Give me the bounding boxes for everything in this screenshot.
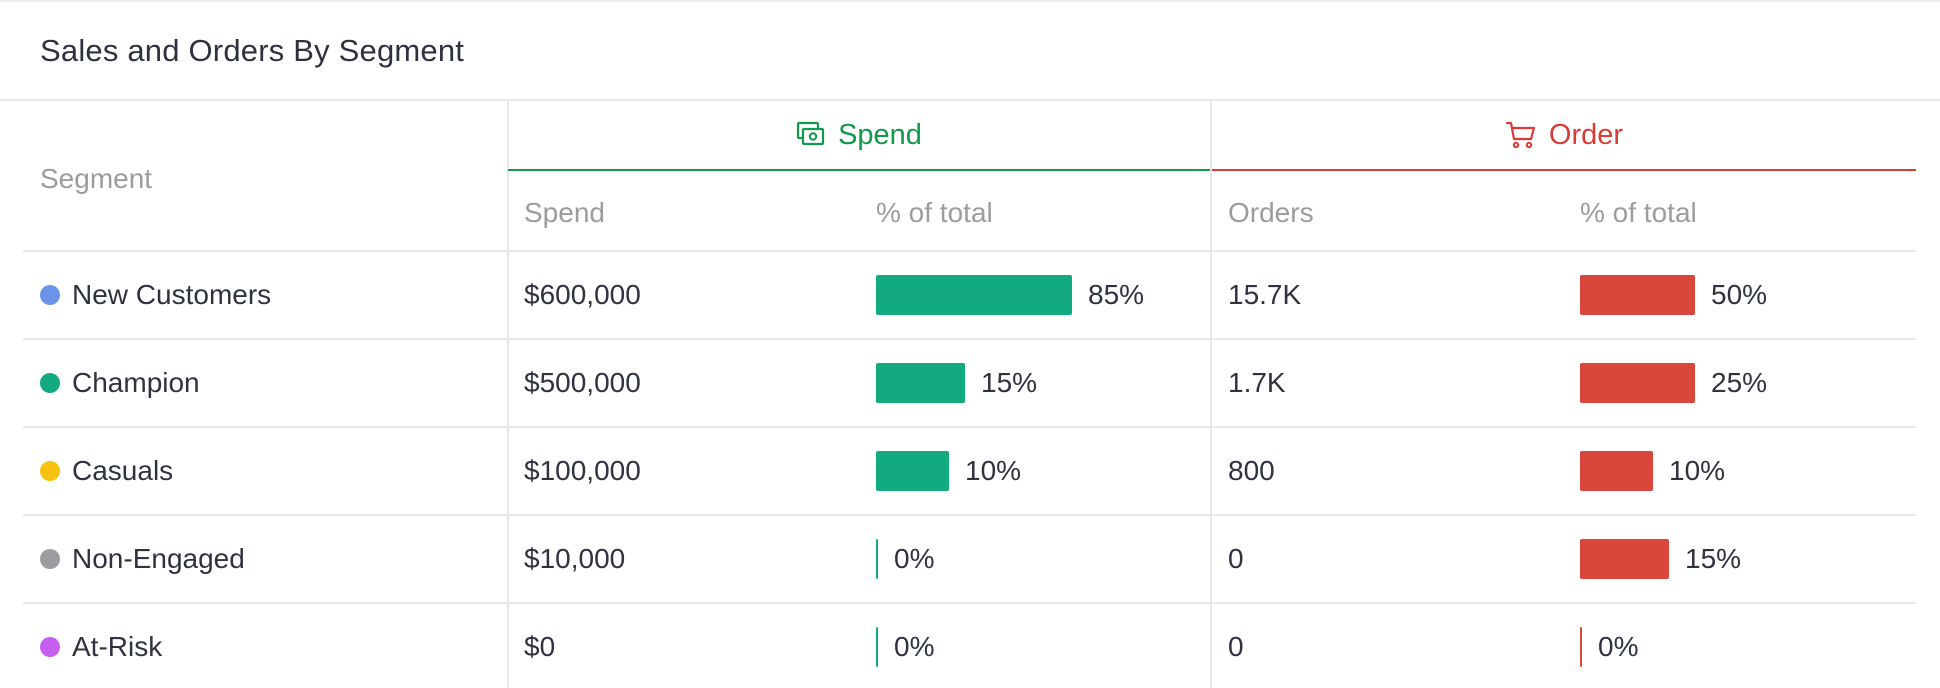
spend-pct-bar: [876, 539, 878, 579]
spend-group-label: Spend: [838, 118, 922, 151]
spend-pct-label: 0%: [894, 543, 935, 574]
column-divider: [507, 101, 509, 688]
spend-pct-label: 15%: [981, 367, 1038, 398]
orders-pct-label: 15%: [1685, 543, 1742, 574]
spend-value: $10,000: [524, 543, 626, 574]
orders-pct-label: 10%: [1669, 455, 1726, 486]
spend-value: $500,000: [524, 367, 641, 398]
column-header-segment[interactable]: Segment: [40, 163, 153, 194]
spend-pct-label: 85%: [1088, 279, 1145, 310]
orders-pct-label: 50%: [1711, 279, 1768, 310]
column-header-spend-pct[interactable]: % of total: [876, 197, 993, 228]
segment-color-dot: [40, 549, 60, 569]
column-header-spend[interactable]: Spend: [524, 197, 605, 228]
orders-pct-bar: [1580, 539, 1669, 579]
spend-group-header: Spend: [508, 101, 1210, 171]
segment-name: Non-Engaged: [72, 543, 245, 574]
row-divider: [23, 602, 1916, 604]
orders-pct-bar: [1580, 627, 1582, 667]
money-icon: [796, 121, 826, 149]
spend-pct-bar: [876, 275, 1072, 315]
orders-value: 1.7K: [1228, 367, 1286, 398]
orders-value: 0: [1228, 631, 1244, 662]
spend-pct-bar: [876, 363, 965, 403]
orders-value: 800: [1228, 455, 1275, 486]
orders-pct-label: 25%: [1711, 367, 1768, 398]
column-header-orders[interactable]: Orders: [1228, 197, 1314, 228]
orders-pct-bar: [1580, 275, 1695, 315]
segment-name: At-Risk: [72, 631, 163, 662]
orders-pct-label: 0%: [1598, 631, 1639, 662]
column-header-orders-pct[interactable]: % of total: [1580, 197, 1697, 228]
orders-pct-bar: [1580, 363, 1695, 403]
spend-pct-bar: [876, 627, 878, 667]
card-header: Sales and Orders By Segment: [0, 2, 1940, 101]
row-divider: [23, 514, 1916, 516]
spend-pct-label: 0%: [894, 631, 935, 662]
spend-value: $0: [524, 631, 556, 662]
segment-name: Casuals: [72, 455, 174, 486]
segment-table: Spend Order Segment Spend % of total Ord…: [0, 101, 1940, 688]
cart-icon: [1505, 120, 1537, 150]
spend-pct-label: 10%: [965, 455, 1022, 486]
segment-color-dot: [40, 637, 60, 657]
orders-pct-bar: [1580, 451, 1653, 491]
orders-value: 15.7K: [1228, 279, 1302, 310]
spend-pct-bar: [876, 451, 949, 491]
card-title: Sales and Orders By Segment: [40, 32, 465, 68]
segment-name: New Customers: [72, 279, 272, 310]
segment-name: Champion: [72, 367, 200, 398]
order-group-header: Order: [1212, 101, 1916, 171]
header-divider: [23, 250, 1916, 252]
spend-value: $100,000: [524, 455, 641, 486]
row-divider: [23, 338, 1916, 340]
segment-color-dot: [40, 461, 60, 481]
spend-value: $600,000: [524, 279, 641, 310]
order-group-label: Order: [1548, 118, 1624, 151]
segment-color-dot: [40, 285, 60, 305]
row-divider: [23, 426, 1916, 428]
orders-value: 0: [1228, 543, 1244, 574]
column-divider: [1210, 101, 1212, 688]
segment-color-dot: [40, 373, 60, 393]
